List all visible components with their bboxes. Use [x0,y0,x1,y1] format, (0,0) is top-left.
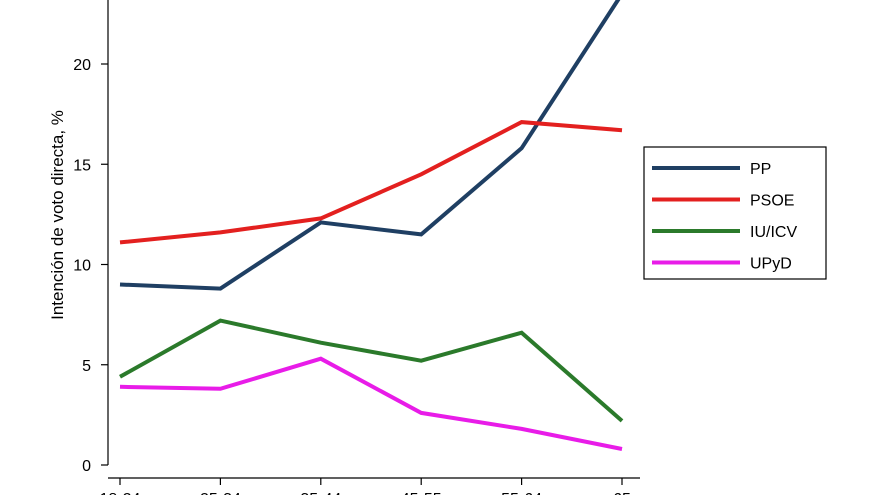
x-tick-label: 25-34 [200,491,241,495]
x-tick-label: 18-24 [100,491,141,495]
x-tick-label: 35-44 [300,491,341,495]
y-tick-label: 5 [82,358,91,375]
legend-label: PP [750,161,771,178]
legend: PP PSOE IU/ICV UPyD [643,146,827,280]
legend-label: UPyD [750,256,792,273]
series-line-psoe [119,120,623,245]
series-line-iu-icv [119,318,624,423]
axes: 0 5 10 15 20 18-24 25-34 35-44 45-55 55-64 65 [73,0,640,495]
y-tick-label: 10 [73,258,91,275]
legend-label: PSOE [750,193,794,210]
y-axis-title: Intención de voto directa, % [48,110,67,320]
series-lines [119,0,624,451]
y-tick-label: 15 [73,157,91,174]
x-tick-label: 65 [613,491,631,495]
x-tick-label: 55-64 [501,491,542,495]
series-line-upyd [119,356,623,451]
legend-label: IU/ICV [750,224,797,241]
y-tick-label: 20 [73,57,91,74]
x-tick-label: 45-55 [401,491,442,495]
y-tick-label: 0 [82,458,91,475]
series-line-pp [119,0,621,291]
